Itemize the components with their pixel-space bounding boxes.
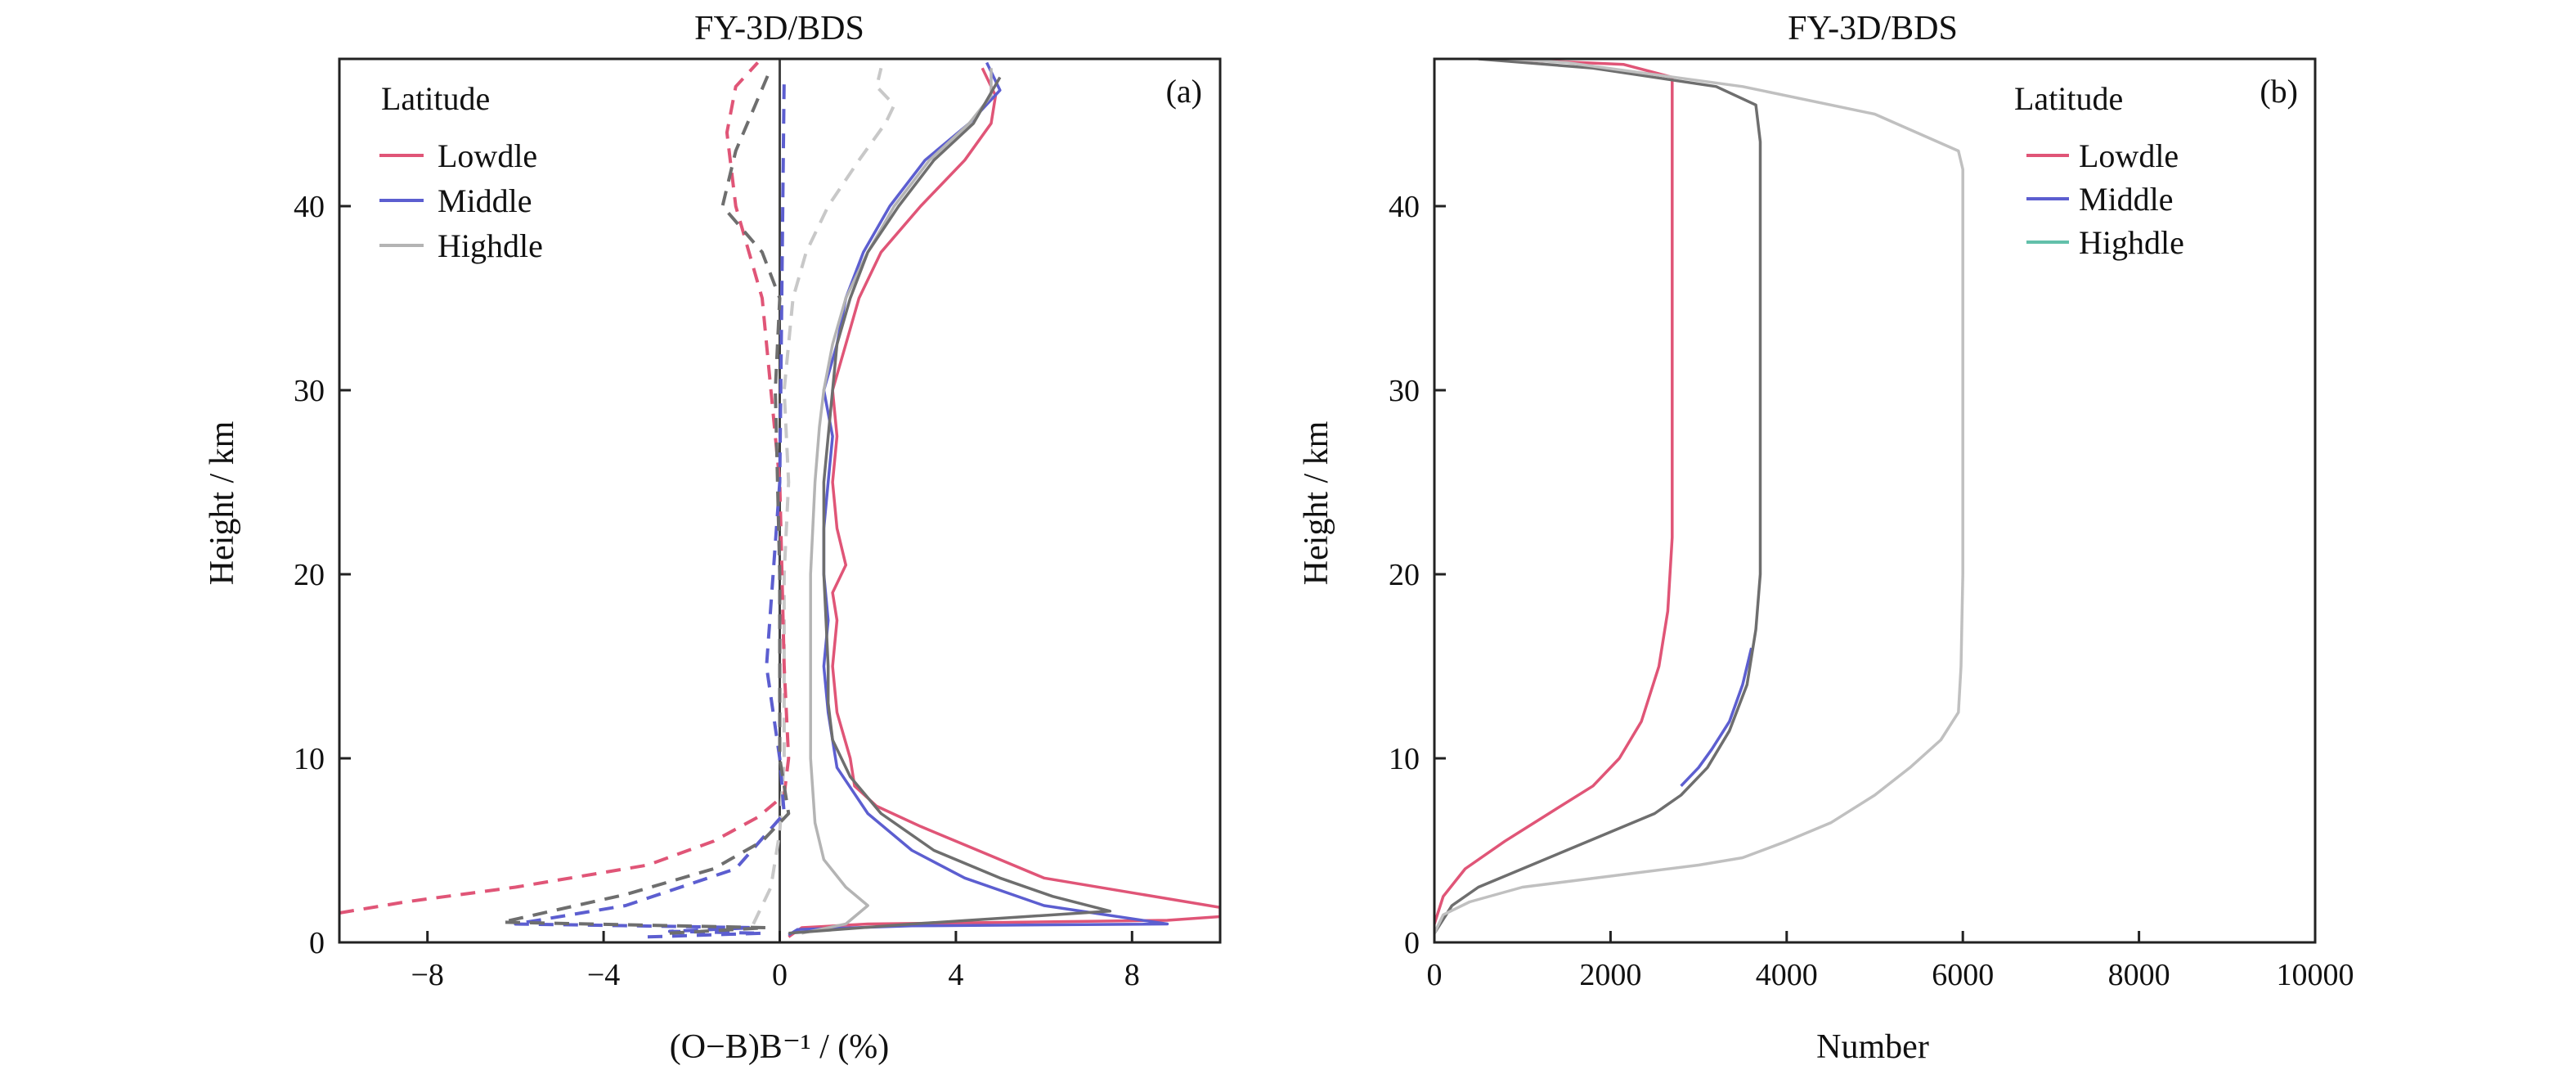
panel-a-title: FY-3D/BDS	[694, 10, 864, 47]
panel-b-legend: Latitude Lowdle Middle Highdle	[2014, 80, 2184, 261]
panel-b-x-tick-label: 10000	[2277, 958, 2354, 992]
panel-a-legend-highdle: Highdle	[438, 227, 543, 264]
panel-a-y-tick-label: 30	[294, 374, 325, 408]
panel-a-plot-area	[339, 59, 1220, 942]
panel-a-y-axis-label: Height / km	[204, 420, 241, 585]
panel-b-frame	[1433, 57, 2317, 944]
panel-a-tag: (a)	[1166, 73, 1202, 110]
panel-a-series-middle	[788, 61, 1169, 937]
panel-b-legend-middle: Middle	[2079, 181, 2174, 218]
panel-b-series-all	[1434, 59, 1762, 934]
panel-a-y-tick-label: 40	[294, 190, 325, 224]
panel-a-series-highdle	[801, 68, 993, 935]
panel-b-x-tick-label: 0	[1427, 958, 1443, 992]
panel-b-x-axis-label: Number	[1816, 1028, 1929, 1066]
panel-a-y-tick-label: 10	[294, 742, 325, 776]
panel-b-x-tick-label: 2000	[1579, 958, 1641, 992]
panel-b-y-tick-label: 30	[1389, 374, 1420, 408]
panel-b-x-tick-label: 8000	[2108, 958, 2170, 992]
panel-b-tag: (b)	[2260, 73, 2298, 110]
panel-a-x-axis-label: (O−B)B⁻¹ / (%)	[670, 1028, 889, 1066]
panel-a-legend-title: Latitude	[381, 80, 490, 117]
panel-b-series-middle	[1680, 647, 1753, 788]
panel-a-legend-middle: Middle	[438, 182, 532, 219]
panel-b-legend-lowdle: Lowdle	[2079, 137, 2179, 174]
panel-b-y-axis-label: Height / km	[1298, 420, 1335, 585]
panel-a: FY-3D/BDS (O−B)B⁻¹ / (%) Height / km −8−…	[204, 10, 1222, 1066]
panel-b-legend-title: Latitude	[2014, 80, 2123, 117]
panel-a-y-tick-label: 20	[294, 558, 325, 592]
panel-b-x-tick-label: 6000	[1932, 958, 1994, 992]
panel-a-series-lowdle-mean	[339, 61, 791, 915]
panel-a-x-tick-label: −8	[411, 958, 443, 992]
panel-b-legend-highdle: Highdle	[2079, 224, 2184, 261]
panel-b-ticks: 0 2000 4000 6000 8000 10000 0 10 20 30 40	[1389, 190, 2354, 992]
panel-a-legend-lowdle: Lowdle	[438, 137, 537, 174]
panel-a-legend: Latitude Lowdle Middle Highdle	[379, 80, 543, 264]
panel-a-series-lowdle	[788, 67, 1220, 938]
panel-a-x-tick-label: −4	[587, 958, 620, 992]
panel-b-series-group	[1434, 59, 1964, 934]
panel-b-y-tick-label: 10	[1389, 742, 1420, 776]
panel-b: FY-3D/BDS Number Height / km 0 2000 4000 60…	[1298, 10, 2354, 1066]
panel-b-plot-area	[1434, 59, 1964, 934]
panel-b-series-lowdle	[1434, 59, 1674, 925]
panel-a-series-all	[788, 76, 1112, 935]
panel-a-x-tick-label: 0	[772, 958, 788, 992]
panel-a-ticks: −8 −4 0 4 8 0 10 20 30 40	[294, 190, 1140, 992]
panel-a-frame	[338, 57, 1222, 944]
panel-a-series-group	[339, 59, 1220, 942]
panel-a-y-tick-label: 0	[309, 926, 325, 960]
panel-b-series-highdle	[1434, 59, 1964, 934]
panel-a-series-all-mean	[500, 67, 791, 935]
panel-b-y-tick-label: 40	[1389, 190, 1420, 224]
panel-b-y-tick-label: 0	[1404, 926, 1420, 960]
panel-b-y-tick-label: 20	[1389, 558, 1420, 592]
panel-b-x-tick-label: 4000	[1756, 958, 1818, 992]
panel-b-title: FY-3D/BDS	[1788, 10, 1958, 47]
panel-a-x-tick-label: 8	[1124, 958, 1140, 992]
panel-a-series-middle-mean	[514, 77, 786, 939]
panel-a-x-tick-label: 4	[948, 958, 963, 992]
